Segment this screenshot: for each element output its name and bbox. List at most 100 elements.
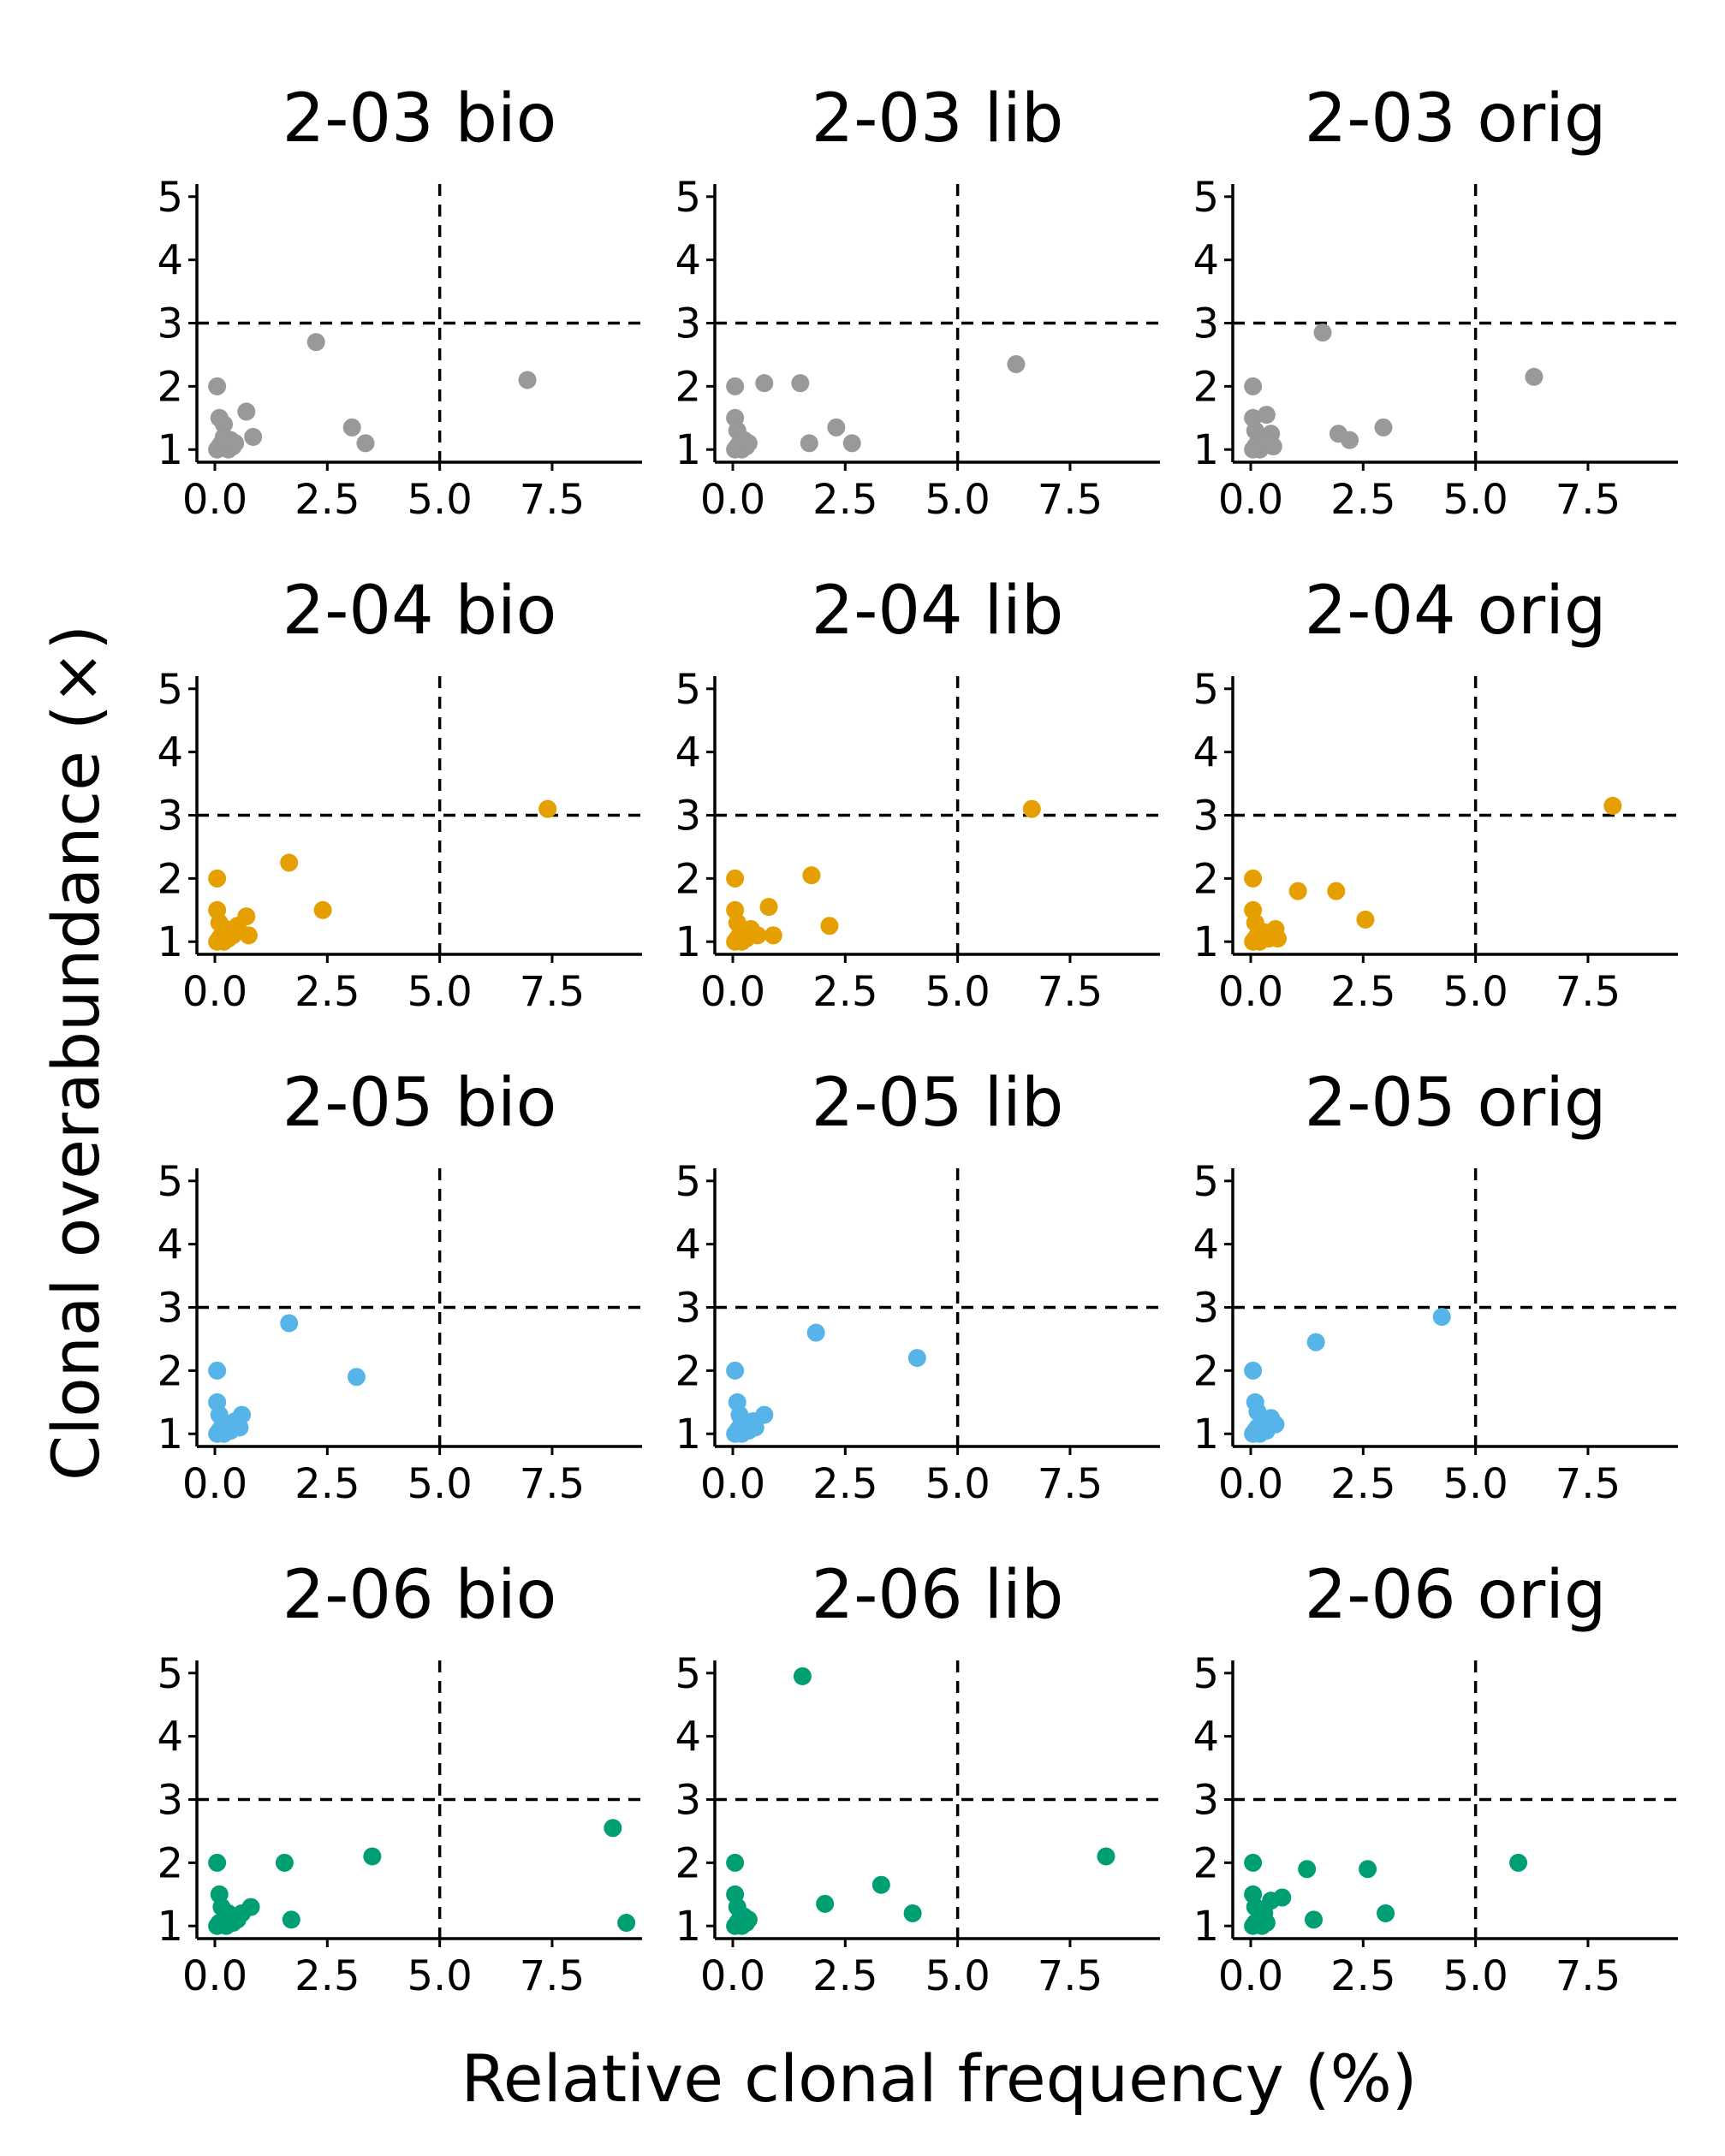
x-tick-label: 5.0 [407,476,472,524]
y-tick-label: 1 [1193,1411,1219,1458]
y-tick-label: 5 [1193,1158,1219,1206]
data-point [842,434,861,453]
data-point [800,434,818,453]
data-point [746,1418,764,1437]
panel-2-03-orig: 2-03 orig 1 2 3 4 5 0.0 2.5 5.0 7.5 [1193,80,1678,524]
y-tick-label: 5 [1193,666,1219,714]
data-point [237,907,256,926]
x-tick-label: 0.0 [700,476,765,524]
data-point [275,1853,294,1872]
data-point [1313,324,1332,342]
y-tick-label: 3 [157,300,183,348]
x-tick-label: 7.5 [1038,1460,1103,1508]
y-tick-label: 3 [675,1285,701,1333]
panel-2-04-orig: 2-04 orig 1 2 3 4 5 0.0 2.5 5.0 7.5 [1193,573,1678,1016]
y-tick-label: 2 [1193,1347,1219,1395]
x-tick-label: 0.0 [700,968,765,1016]
x-tick-label: 5.0 [925,1952,990,2000]
x-tick-label: 7.5 [1555,1952,1621,2000]
data-point [903,1904,922,1922]
x-tick-label: 7.5 [520,476,585,524]
data-point [538,799,557,818]
y-axis-label: Clonal overabundance (×) [38,625,114,1481]
x-tick-label: 2.5 [294,476,360,524]
panel-2-03-bio: 2-03 bio 1 2 3 4 5 0.0 2.5 5.0 7.5 [157,80,642,524]
y-tick-label: 5 [675,1650,701,1698]
data-point [208,1361,227,1380]
data-point [1359,1860,1377,1879]
data-point [759,898,778,917]
data-point [1244,377,1263,395]
x-tick-label: 2.5 [294,1952,360,2000]
y-tick-label: 2 [675,855,701,903]
x-tick-label: 5.0 [407,1952,472,2000]
data-point [748,926,767,945]
panel-title: 2-06 bio [283,1557,557,1634]
y-tick-label: 4 [1193,237,1219,285]
x-tick-label: 0.0 [182,968,247,1016]
data-point [347,1368,366,1387]
x-tick-label: 0.0 [700,1952,765,2000]
x-tick-label: 5.0 [1442,968,1508,1016]
y-tick-label: 3 [675,793,701,840]
x-tick-label: 5.0 [1442,476,1508,524]
panel-2-03-lib: 2-03 lib 1 2 3 4 5 0.0 2.5 5.0 7.5 [675,80,1160,524]
x-tick-label: 7.5 [520,1460,585,1508]
x-tick-label: 2.5 [294,1460,360,1508]
y-tick-label: 1 [157,1411,183,1458]
panel-title: 2-05 lib [812,1065,1064,1142]
data-point [816,1894,835,1913]
x-tick-label: 7.5 [1555,1460,1621,1508]
data-point [726,377,745,395]
data-point [739,1910,758,1929]
y-tick-label: 5 [1193,174,1219,222]
panel-title: 2-06 lib [812,1557,1064,1634]
data-point [1306,1333,1325,1351]
x-tick-label: 0.0 [700,1460,765,1508]
data-point [1266,1415,1285,1434]
data-point [604,1819,622,1838]
y-tick-label: 5 [675,174,701,222]
y-tick-label: 2 [675,363,701,411]
data-point [820,917,839,935]
y-tick-label: 3 [675,300,701,348]
y-tick-label: 2 [157,363,183,411]
data-point [1525,367,1544,386]
panel-title: 2-05 bio [283,1065,557,1142]
data-point [518,371,537,389]
y-tick-label: 2 [675,1347,701,1395]
panel-title: 2-03 orig [1305,80,1607,157]
x-tick-label: 2.5 [812,476,877,524]
panel-2-06-bio: 2-06 bio 1 2 3 4 5 0.0 2.5 5.0 7.5 [157,1557,642,2000]
data-point [802,866,821,885]
data-point [363,1847,382,1866]
y-tick-label: 4 [1193,1221,1219,1269]
y-tick-label: 4 [675,237,701,285]
data-point [726,1361,745,1380]
data-point [241,1898,260,1916]
y-tick-label: 1 [675,426,701,474]
x-tick-label: 0.0 [1218,1460,1283,1508]
data-point [1244,1853,1263,1872]
data-point [764,926,782,945]
x-tick-label: 7.5 [1038,1952,1103,2000]
data-point [1097,1847,1115,1866]
x-tick-label: 2.5 [1330,476,1395,524]
y-tick-label: 4 [1193,1714,1219,1761]
data-point [1022,799,1041,818]
y-tick-label: 3 [1193,1777,1219,1825]
x-tick-label: 2.5 [1330,968,1395,1016]
y-tick-label: 5 [675,666,701,714]
y-tick-label: 3 [675,1777,701,1825]
x-tick-label: 7.5 [520,1952,585,2000]
data-point [755,1405,774,1424]
panel-2-06-lib: 2-06 lib 1 2 3 4 5 0.0 2.5 5.0 7.5 [675,1557,1160,2000]
panel-title: 2-03 lib [812,80,1064,157]
data-point [215,415,234,434]
y-tick-label: 2 [1193,855,1219,903]
panel-2-06-orig: 2-06 orig 1 2 3 4 5 0.0 2.5 5.0 7.5 [1193,1557,1678,2000]
panel-title: 2-04 lib [812,573,1064,650]
data-point [806,1323,825,1342]
y-tick-label: 3 [1193,1285,1219,1333]
